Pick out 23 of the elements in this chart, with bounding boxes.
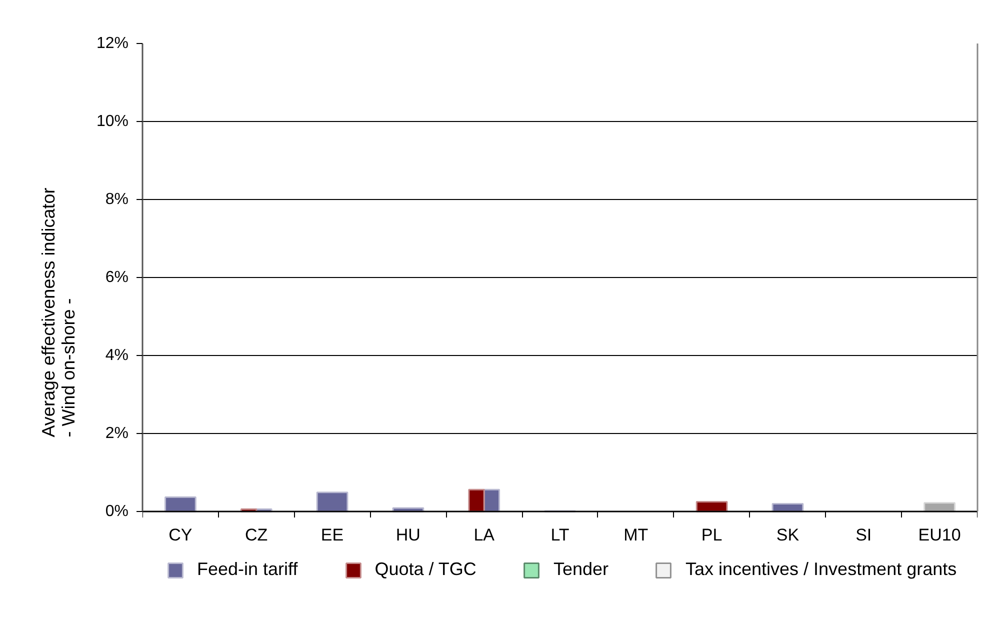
legend-label: Tender xyxy=(553,559,608,580)
y-tick-label: 6% xyxy=(105,269,128,286)
y-axis-title: Average effectiveness indicator - Wind on-shore - xyxy=(38,188,78,438)
x-tick-label: EU10 xyxy=(918,526,961,544)
x-tick-label: CY xyxy=(168,526,192,544)
legend-label: Tax incentives / Investment grants xyxy=(685,559,957,580)
x-tick-label: SI xyxy=(856,526,872,544)
x-tick-label: LT xyxy=(550,526,570,544)
y-tick-label: 8% xyxy=(105,191,128,208)
legend-label: Quota / TGC xyxy=(374,559,476,580)
x-tick-label: SK xyxy=(776,526,800,544)
x-tick-label: CZ xyxy=(245,526,268,544)
x-tick-label: PL xyxy=(701,526,722,544)
x-tick-label: LA xyxy=(474,526,496,544)
x-tick-label: MT xyxy=(624,526,648,544)
y-tick-label: 12% xyxy=(96,35,129,52)
legend-label: Feed-in tariff xyxy=(197,559,298,580)
y-tick-label: 4% xyxy=(105,347,128,364)
y-tick-label: 2% xyxy=(105,425,128,442)
y-tick-label: 10% xyxy=(96,113,129,130)
x-tick-label: EE xyxy=(320,526,344,544)
x-tick-label: HU xyxy=(396,526,420,544)
y-tick-label: 0% xyxy=(105,503,128,520)
